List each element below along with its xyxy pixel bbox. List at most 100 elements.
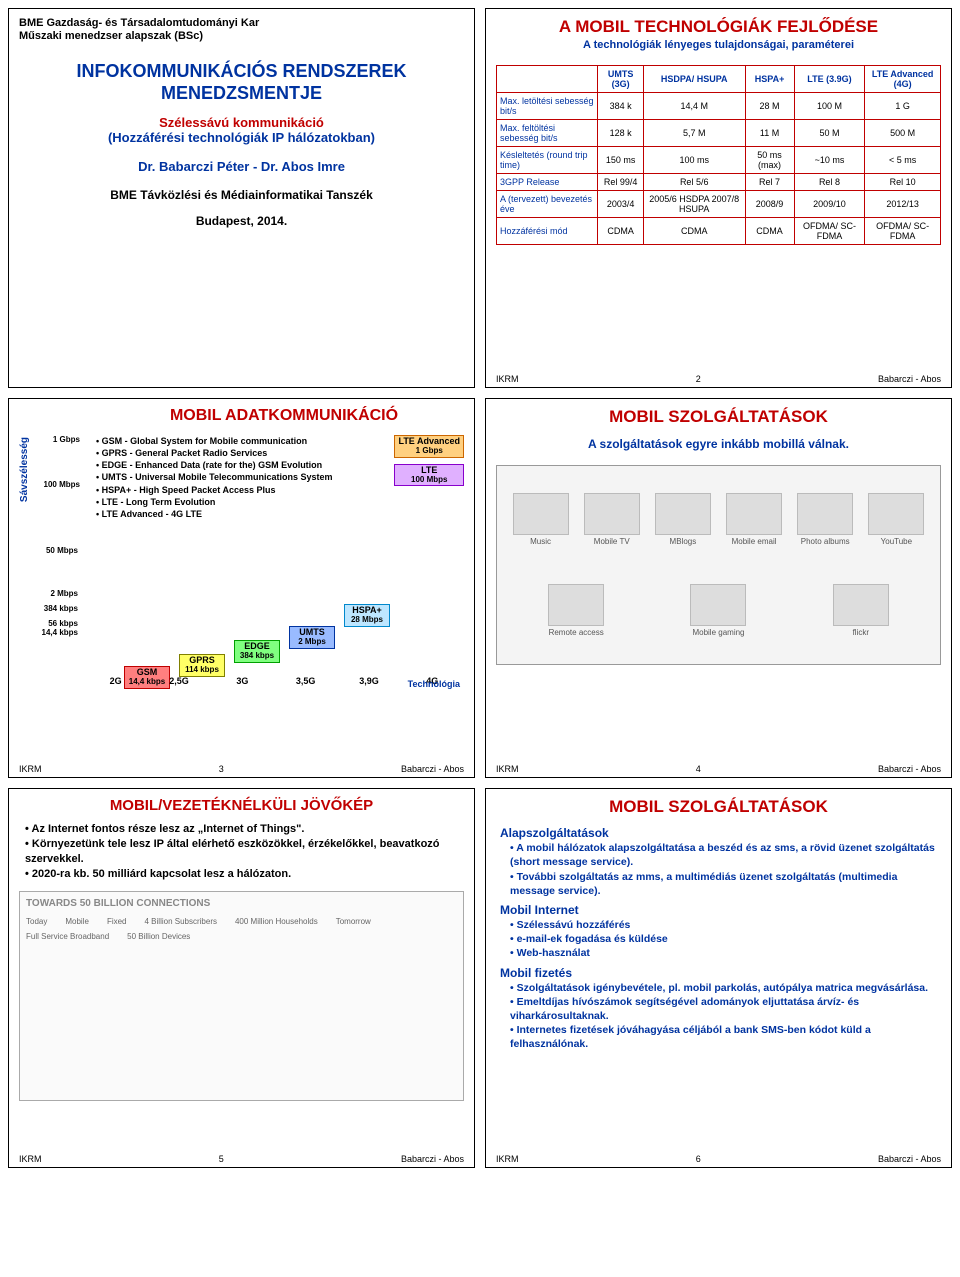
diagram-label: 50 Billion Devices: [127, 932, 190, 941]
footer-right: Babarczi - Abos: [878, 374, 941, 384]
table-cell: CDMA: [598, 218, 644, 245]
row-label: Max. feltöltési sebesség bit/s: [497, 120, 598, 147]
xtick: 3,5G: [274, 676, 337, 686]
section-list: Szolgáltatások igénybevétele, pl. mobil …: [500, 981, 937, 1052]
service-item: Music: [506, 493, 576, 546]
list-item: Szélessávú hozzáférés: [510, 918, 937, 932]
list-item: Emeltdíjas hívószámok segítségével adomá…: [510, 995, 937, 1023]
service-label: Remote access: [541, 628, 611, 637]
tech-chip: UMTS2 Mbps: [289, 626, 335, 649]
row-label: A (tervezett) bevezetés éve: [497, 191, 598, 218]
table-cell: 128 k: [598, 120, 644, 147]
thumbnail-placeholder: [548, 584, 604, 626]
chip-lte: LTE100 Mbps: [394, 464, 464, 487]
fifty-billion-diagram: TOWARDS 50 BILLION CONNECTIONS Today Mobi…: [19, 891, 464, 1101]
section-list: A mobil hálózatok alapszolgáltatása a be…: [500, 841, 937, 898]
slide-title: MOBIL/VEZETÉKNÉLKÜLI JÖVŐKÉP: [19, 797, 464, 814]
thumbnail-placeholder: [584, 493, 640, 535]
ytick: 2 Mbps: [50, 589, 78, 598]
table-header: LTE (3.9G): [794, 66, 865, 93]
services-image-grid: MusicMobile TVMBlogsMobile emailPhoto al…: [496, 465, 941, 665]
slide-title: MOBIL SZOLGÁLTATÁSOK: [496, 407, 941, 427]
diagram-label: Fixed: [107, 917, 127, 926]
table-row: A (tervezett) bevezetés éve2003/42005/6 …: [497, 191, 941, 218]
list-item: Web-használat: [510, 946, 937, 960]
xtick: 3,9G: [337, 676, 400, 686]
row-label: 3GPP Release: [497, 174, 598, 191]
service-label: MBlogs: [648, 537, 718, 546]
thumbnail-placeholder: [690, 584, 746, 626]
ytick: 14,4 kbps: [42, 628, 78, 637]
bullet-item: 2020-ra kb. 50 milliárd kapcsolat lesz a…: [25, 867, 464, 882]
legend-item: GSM - Global System for Mobile communica…: [96, 435, 333, 447]
ytick: 1 Gbps: [53, 435, 80, 444]
service-item: YouTube: [861, 493, 931, 546]
table-cell: 384 k: [598, 93, 644, 120]
slide-title: MOBIL SZOLGÁLTATÁSOK: [496, 797, 941, 817]
ytick: 384 kbps: [44, 604, 78, 613]
table-cell: Rel 10: [865, 174, 941, 191]
technology-comparison-table: UMTS (3G)HSDPA/ HSUPAHSPA+LTE (3.9G)LTE …: [496, 65, 941, 245]
diagram-label: Tomorrow: [336, 917, 371, 926]
table-cell: 2012/13: [865, 191, 941, 218]
service-item: flickr: [826, 584, 896, 637]
thumbnail-placeholder: [726, 493, 782, 535]
diagram-label: 4 Billion Subscribers: [145, 917, 217, 926]
authors: Dr. Babarczi Péter - Dr. Abos Imre: [19, 159, 464, 174]
table-cell: OFDMA/ SC-FDMA: [865, 218, 941, 245]
table-row: Hozzáférési módCDMACDMACDMAOFDMA/ SC-FDM…: [497, 218, 941, 245]
thumbnail-placeholder: [797, 493, 853, 535]
slide-1-title: BME Gazdaság- és Társadalomtudományi Kar…: [8, 8, 475, 388]
diagram-label: Today: [26, 917, 47, 926]
x-axis-label: Technológia: [408, 679, 460, 689]
diagram-caption: TOWARDS 50 BILLION CONNECTIONS: [26, 898, 457, 909]
table-row: Max. feltöltési sebesség bit/s128 k5,7 M…: [497, 120, 941, 147]
table-header: HSDPA/ HSUPA: [643, 66, 745, 93]
table-cell: 11 M: [745, 120, 794, 147]
date-location: Budapest, 2014.: [19, 214, 464, 228]
diagram-label: Mobile: [65, 917, 89, 926]
footer-left: IKRM: [496, 1154, 519, 1164]
footer-page: 4: [696, 764, 701, 774]
bandwidth-step-chart: 50 Mbps 2 Mbps 384 kbps 56 kbps 14,4 kbp…: [34, 526, 464, 686]
thumbnail-placeholder: [868, 493, 924, 535]
xtick: 2,5G: [147, 676, 210, 686]
footer-page: 2: [696, 374, 701, 384]
table-cell: 14,4 M: [643, 93, 745, 120]
table-cell: 2008/9: [745, 191, 794, 218]
service-item: Remote access: [541, 584, 611, 637]
ytick: 100 Mbps: [44, 480, 80, 489]
table-cell: 500 M: [865, 120, 941, 147]
service-item: Mobile email: [719, 493, 789, 546]
legend-item: HSPA+ - High Speed Packet Access Plus: [96, 484, 333, 496]
slide-6-services-detail: MOBIL SZOLGÁLTATÁSOK AlapszolgáltatásokA…: [485, 788, 952, 1168]
legend-item: EDGE - Enhanced Data (rate for the) GSM …: [96, 459, 333, 471]
service-item: Mobile gaming: [683, 584, 753, 637]
table-cell: 50 ms (max): [745, 147, 794, 174]
footer-right: Babarczi - Abos: [878, 764, 941, 774]
service-item: Photo albums: [790, 493, 860, 546]
ytick: 56 kbps: [48, 619, 78, 628]
legend-item: GPRS - General Packet Radio Services: [96, 447, 333, 459]
list-item: Szolgáltatások igénybevétele, pl. mobil …: [510, 981, 937, 995]
table-row: Késleltetés (round trip time)150 ms100 m…: [497, 147, 941, 174]
row-label: Késleltetés (round trip time): [497, 147, 598, 174]
table-row: 3GPP ReleaseRel 99/4Rel 5/6Rel 7Rel 8Rel…: [497, 174, 941, 191]
service-item: Mobile TV: [577, 493, 647, 546]
footer-right: Babarczi - Abos: [878, 1154, 941, 1164]
section-heading: Alapszolgáltatások: [500, 825, 937, 841]
tech-chip: EDGE384 kbps: [234, 640, 280, 663]
footer-left: IKRM: [496, 764, 519, 774]
department: BME Távközlési és Médiainformatikai Tans…: [19, 188, 464, 202]
footer-page: 6: [696, 1154, 701, 1164]
tech-chip: HSPA+28 Mbps: [344, 604, 390, 627]
table-cell: 2005/6 HSDPA 2007/8 HSUPA: [643, 191, 745, 218]
section-heading: Mobil fizetés: [500, 965, 937, 981]
section-heading: Mobil Internet: [500, 902, 937, 918]
table-cell: 100 M: [794, 93, 865, 120]
footer-right: Babarczi - Abos: [401, 1154, 464, 1164]
list-item: A mobil hálózatok alapszolgáltatása a be…: [510, 841, 937, 869]
services-sections: AlapszolgáltatásokA mobil hálózatok alap…: [496, 825, 941, 1052]
table-cell: 5,7 M: [643, 120, 745, 147]
footer-page: 5: [219, 1154, 224, 1164]
